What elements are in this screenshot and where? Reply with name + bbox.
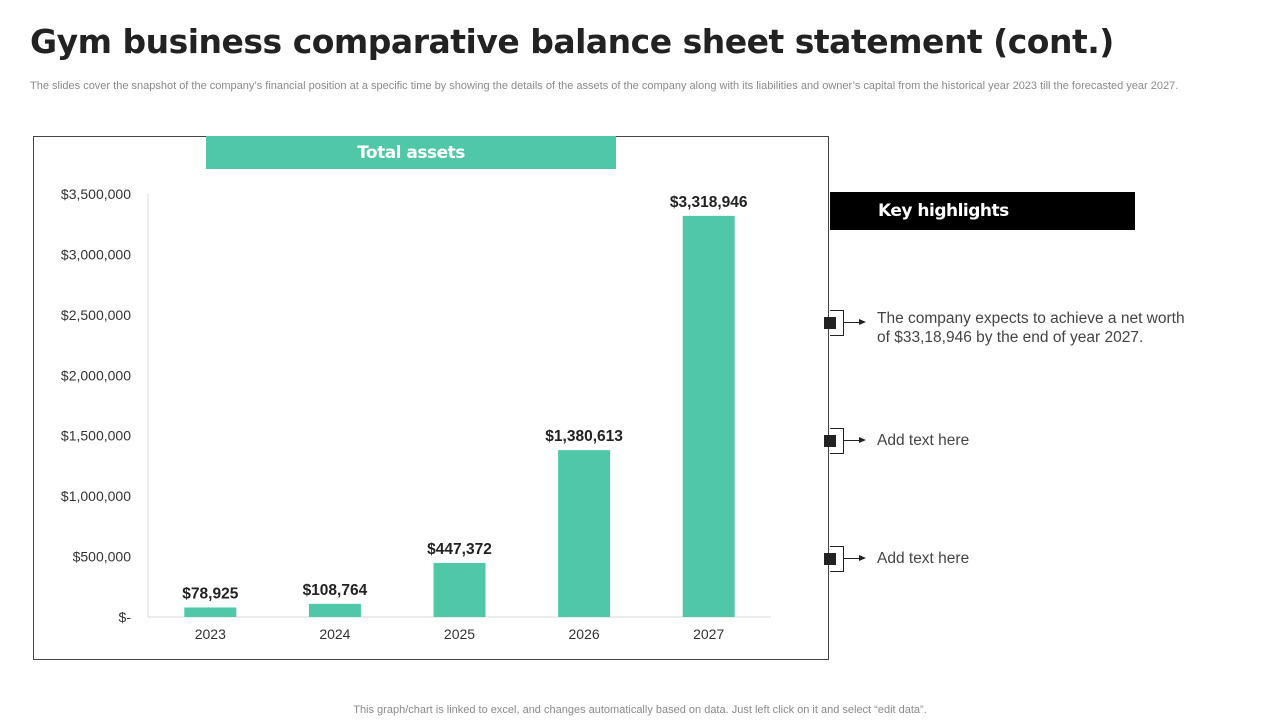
bar-2023[interactable] <box>184 607 237 617</box>
x-tick-label: 2026 <box>569 626 600 642</box>
x-tick-label: 2024 <box>319 626 350 642</box>
y-tick-label: $- <box>119 609 132 625</box>
page-title: Gym business comparative balance sheet s… <box>30 22 1114 61</box>
y-tick-label: $3,000,000 <box>61 246 131 262</box>
y-tick-label: $1,000,000 <box>61 488 131 504</box>
y-tick-label: $1,500,000 <box>61 428 131 444</box>
chart-title-banner: Total assets <box>206 136 616 169</box>
bullet-arrow-icon <box>823 545 873 575</box>
data-label: $3,318,946 <box>670 194 748 211</box>
key-highlights-heading: Key highlights <box>830 192 1135 230</box>
bar-2024[interactable] <box>308 603 361 617</box>
footnote: This graph/chart is linked to excel, and… <box>353 704 927 716</box>
x-tick-label: 2025 <box>444 626 475 642</box>
bar-2025[interactable] <box>433 562 486 617</box>
data-label: $447,372 <box>427 541 492 558</box>
bar-2026[interactable] <box>558 450 611 617</box>
data-label: $1,380,613 <box>545 428 623 445</box>
bullet-arrow-icon <box>823 427 873 457</box>
bullet-arrow-icon <box>823 309 873 339</box>
highlight-text[interactable]: Add text here <box>877 550 970 567</box>
highlight-text: The company expects to achieve a net wor… <box>877 310 1185 346</box>
y-tick-label: $2,000,000 <box>61 367 131 383</box>
x-tick-label: 2023 <box>195 626 226 642</box>
bar-2027[interactable] <box>682 215 735 618</box>
data-label: $78,925 <box>182 585 238 602</box>
x-tick-label: 2027 <box>693 626 724 642</box>
y-tick-label: $2,500,000 <box>61 307 131 323</box>
highlight-text[interactable]: Add text here <box>877 432 970 449</box>
highlight-item-2: Add text here <box>823 427 1223 457</box>
data-label: $108,764 <box>303 582 368 599</box>
highlight-item-1: The company expects to achieve a net wor… <box>823 309 1223 347</box>
page-subtitle: The slides cover the snapshot of the com… <box>30 80 1179 92</box>
y-tick-label: $500,000 <box>73 549 132 565</box>
y-tick-label: $3,500,000 <box>61 186 131 202</box>
highlight-item-3: Add text here <box>823 545 1223 575</box>
